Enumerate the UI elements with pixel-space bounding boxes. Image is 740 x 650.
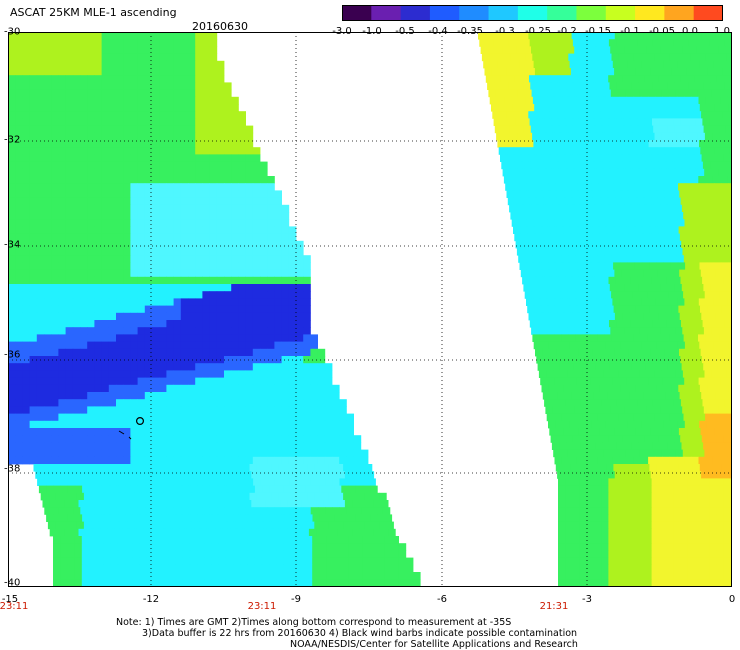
- colorbar-label: 1.0: [714, 26, 730, 37]
- colorbar-cell: [371, 5, 402, 21]
- colorbar-label: -0.15: [585, 26, 611, 37]
- lon-label: -9: [291, 594, 301, 605]
- colorbar-label: -0.5: [395, 26, 415, 37]
- contamination-barbs: [118, 417, 145, 440]
- note-line-1: Note: 1) Times are GMT 2)Times along bot…: [116, 617, 512, 628]
- lon-label: -15: [1, 594, 19, 605]
- pass-time: 21:31: [539, 601, 569, 612]
- note-line-2: 3)Data buffer is 22 hrs from 20160630 4)…: [142, 628, 578, 639]
- wind-map: [8, 32, 732, 587]
- colorbar-cell: [576, 5, 607, 21]
- lat-label: -30: [4, 26, 21, 38]
- colorbar-cell: [517, 5, 548, 21]
- lon-label: 0: [728, 594, 736, 605]
- colorbar-label: 0.0: [682, 26, 698, 37]
- colorbar-label: -0.2: [557, 26, 577, 37]
- colorbar-label: -0.05: [649, 26, 675, 37]
- colorbar: [342, 5, 723, 21]
- lat-label: -38: [4, 463, 21, 475]
- colorbar-cell: [605, 5, 636, 21]
- lon-label: -6: [437, 594, 447, 605]
- colorbar-cell: [693, 5, 723, 21]
- colorbar-label: -0.35: [457, 26, 483, 37]
- colorbar-label: -3.0: [332, 26, 352, 37]
- note-line-3: NOAA/NESDIS/Center for Satellite Applica…: [290, 639, 578, 650]
- lat-label: -34: [4, 239, 21, 251]
- pass-time: 23:11: [247, 601, 277, 612]
- lat-label: -40: [4, 577, 21, 589]
- colorbar-cell: [342, 5, 372, 21]
- colorbar-label: -0.4: [428, 26, 448, 37]
- colorbar-cell: [664, 5, 695, 21]
- lat-label: -32: [4, 134, 21, 146]
- colorbar-cell: [459, 5, 490, 21]
- colorbar-cell: [547, 5, 578, 21]
- lon-label: -12: [142, 594, 160, 605]
- colorbar-label: -1.0: [362, 26, 382, 37]
- colorbar-label: -0.25: [525, 26, 551, 37]
- colorbar-cell: [400, 5, 431, 21]
- lat-label: -36: [4, 349, 21, 361]
- pass-time: 23:11: [0, 601, 29, 612]
- product-date: 20160630: [192, 20, 248, 33]
- colorbar-cell: [635, 5, 665, 21]
- colorbar-cell: [429, 5, 460, 21]
- product-title: ASCAT 25KM MLE-1 ascending: [10, 6, 177, 19]
- colorbar-label: -0.3: [495, 26, 515, 37]
- lon-label: -3: [582, 594, 592, 605]
- colorbar-label: -0.1: [620, 26, 640, 37]
- colorbar-cell: [488, 5, 519, 21]
